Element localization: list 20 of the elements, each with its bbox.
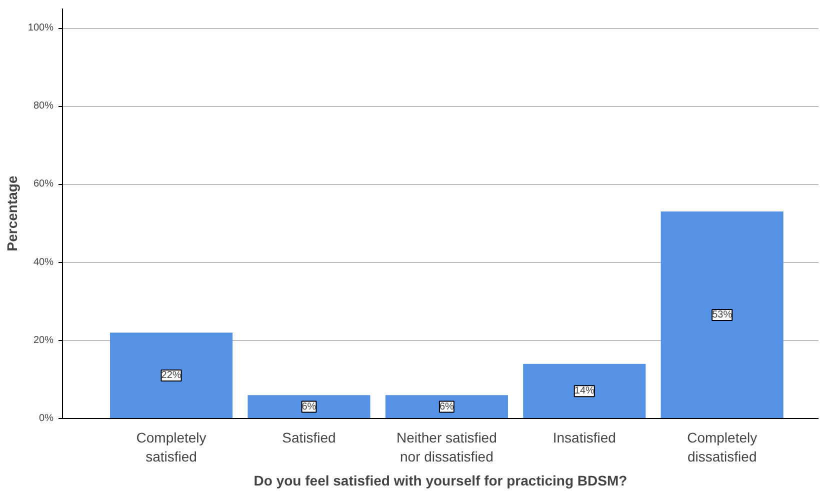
y-tick-label: 60% — [33, 178, 54, 190]
y-tick-label: 20% — [33, 334, 54, 346]
bar — [660, 212, 784, 418]
y-axis-title: Percentage — [4, 176, 20, 252]
x-tick-label: Neither satisfied nor dissatisfied — [396, 430, 497, 465]
bar — [523, 364, 646, 418]
y-tick-label: 100% — [28, 22, 54, 34]
bar — [248, 395, 370, 418]
x-tick-label: Satisfied — [282, 430, 336, 446]
y-tick-label: 80% — [33, 100, 54, 112]
data-label: 14% — [574, 386, 595, 397]
x-axis-title: Do you feel satisfied with yourself for practicing BDSM? — [254, 472, 628, 489]
bar — [110, 332, 233, 418]
x-tick-label: Insatisfied — [552, 430, 616, 446]
bar — [385, 395, 508, 418]
x-tick-label: Completely dissatisfied — [687, 430, 758, 465]
y-tick-label: 40% — [33, 256, 54, 268]
y-tick-label: 0% — [39, 413, 54, 424]
data-label: 6% — [439, 401, 454, 412]
x-tick-label: Completely satisfied — [136, 430, 206, 465]
